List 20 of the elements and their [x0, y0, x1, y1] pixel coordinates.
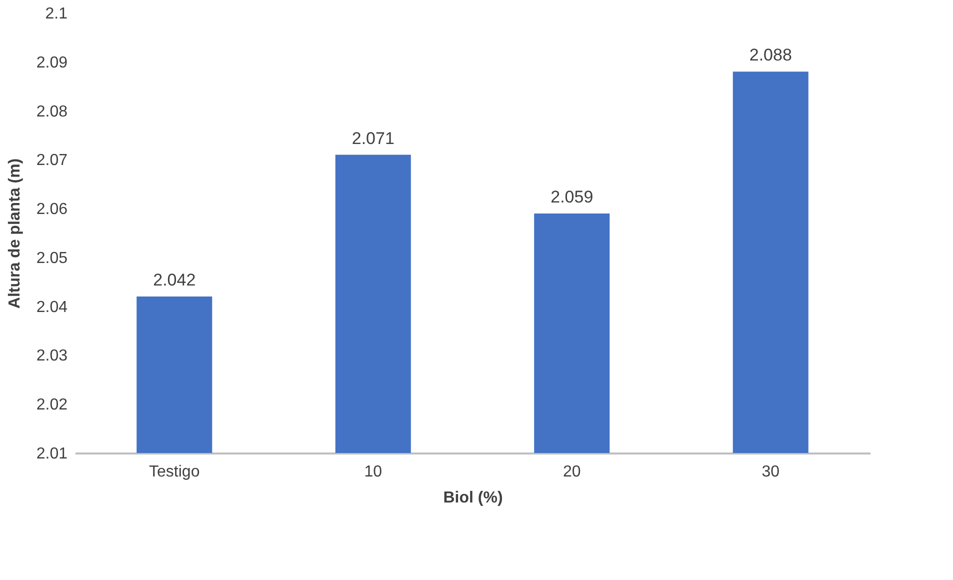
x-tick-label: 20: [562, 464, 581, 480]
y-axis-title: Altura de planta (m): [6, 158, 24, 309]
y-tick-label: 2.06: [36, 201, 68, 218]
x-tick-label: 30: [762, 464, 780, 480]
y-tick-label: 2.02: [36, 396, 68, 414]
x-tick-label: Testigo: [149, 464, 200, 480]
y-tick-label: 2.01: [36, 446, 68, 462]
y-tick-label: 2.03: [36, 348, 68, 365]
x-axis-title: Biol (%): [443, 490, 503, 506]
y-tick-label: 2.05: [36, 250, 68, 267]
y-tick-label: 2.04: [36, 298, 68, 316]
data-label: 2.059: [550, 187, 594, 206]
x-tick-label: 10: [364, 464, 382, 480]
y-tick-label: 2.1: [45, 6, 68, 22]
y-tick-label: 2.09: [36, 54, 68, 72]
y-tick-label: 2.07: [36, 152, 68, 170]
data-label: 2.042: [153, 270, 196, 290]
y-tick-label: 2.08: [36, 103, 68, 120]
data-label: 2.088: [749, 46, 792, 65]
data-label: 2.071: [352, 128, 394, 148]
